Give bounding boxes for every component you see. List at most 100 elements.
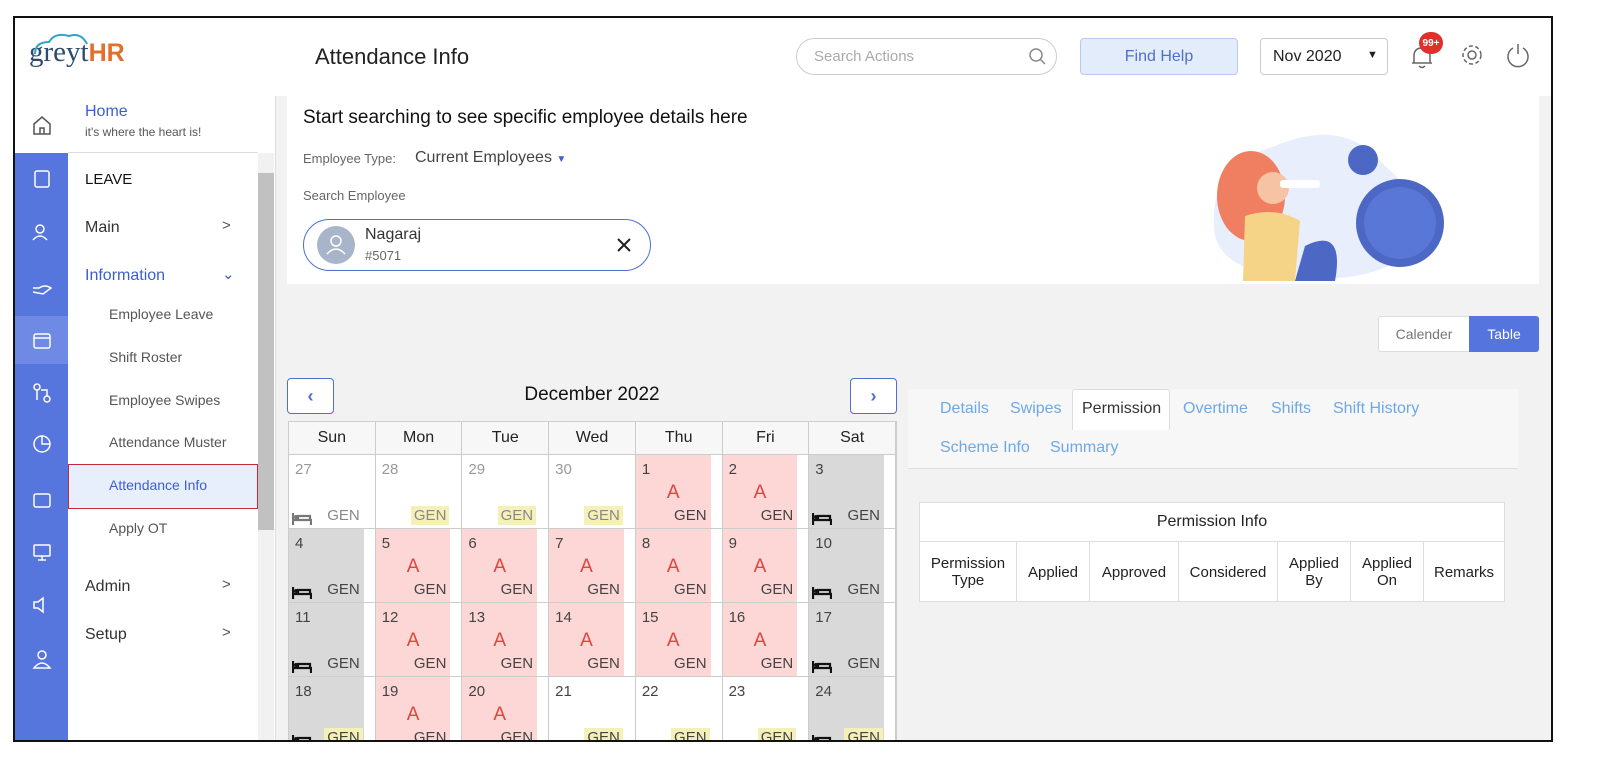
tab-active[interactable]: Permission	[1082, 400, 1162, 417]
tab[interactable]: Summary	[1050, 439, 1119, 456]
weekday-header: Wed	[549, 422, 636, 455]
shift: GEN	[413, 581, 447, 598]
wallet-icon[interactable]	[15, 475, 68, 523]
calendar-day[interactable]: 4 GEN	[289, 529, 376, 603]
tab[interactable]: Overtime	[1183, 400, 1248, 417]
calendar-day[interactable]: 20 A GEN	[462, 677, 550, 740]
logo[interactable]: greytHR	[29, 36, 125, 69]
calendar-day[interactable]: 13 A GEN	[462, 603, 550, 677]
calendar-day[interactable]: 6 A GEN	[462, 529, 550, 603]
flow-icon[interactable]	[15, 369, 68, 417]
menu-item[interactable]: Attendance Info	[109, 477, 208, 493]
calendar-day[interactable]: 11 GEN	[289, 603, 376, 677]
status: A	[666, 482, 680, 503]
employee-type-select[interactable]: Current Employees ▼	[415, 149, 566, 167]
calendar-day[interactable]: 16 A GEN	[722, 603, 810, 677]
menu-admin[interactable]: Admin	[85, 578, 131, 595]
calendar-day[interactable]: 23 GEN	[723, 677, 810, 740]
tab[interactable]: Swipes	[1010, 400, 1062, 417]
period-select[interactable]: Nov 2020 ▼	[1260, 38, 1388, 75]
menu-main[interactable]: Main	[85, 219, 120, 236]
day-number: 16	[728, 609, 746, 626]
leave-icon[interactable]	[15, 154, 68, 202]
calendar-view-button[interactable]: Calender	[1378, 316, 1470, 352]
tab[interactable]: Shifts	[1271, 400, 1312, 417]
settings-icon[interactable]	[1459, 42, 1485, 68]
menu-item[interactable]: Employee Leave	[109, 306, 214, 322]
status: A	[580, 630, 593, 651]
calendar-day[interactable]: 30 GEN	[549, 455, 636, 529]
shift: GEN	[674, 507, 707, 524]
calendar-day[interactable]: 27 GEN	[289, 455, 376, 529]
calendar-day[interactable]: 10 GEN	[809, 529, 896, 603]
calendar-day[interactable]: 8 A GEN	[635, 529, 723, 603]
calendar-day[interactable]: 1 A GEN	[635, 455, 723, 529]
tab[interactable]: Details	[940, 400, 989, 417]
day-number: 8	[641, 535, 651, 552]
day-number: 30	[555, 461, 572, 478]
calendar-day[interactable]: 15 A GEN	[635, 603, 723, 677]
home-icon[interactable]	[15, 96, 68, 153]
menu-item[interactable]: Attendance Muster	[109, 434, 227, 450]
table-view-button[interactable]: Table	[1469, 316, 1539, 352]
calendar-day[interactable]: 18 GEN	[289, 677, 376, 740]
hand-icon[interactable]	[15, 261, 68, 309]
report-icon[interactable]	[15, 420, 68, 468]
calendar-day[interactable]: 14 A GEN	[549, 603, 636, 677]
day-number: 18	[295, 683, 312, 700]
menu-setup[interactable]: Setup	[85, 626, 127, 643]
tab-panel	[908, 389, 1518, 469]
weekend-icon	[291, 585, 313, 599]
calendar-day[interactable]: 28 GEN	[375, 455, 463, 529]
day-fill	[722, 455, 798, 528]
next-month-button[interactable]: ›	[850, 378, 897, 414]
employee-chip[interactable]: Nagaraj #5071	[303, 219, 651, 271]
menu-information[interactable]: Information	[85, 267, 166, 284]
announce-icon[interactable]	[15, 581, 68, 629]
calendar-icon[interactable]	[15, 316, 68, 364]
home-link[interactable]: Home	[85, 103, 128, 120]
calendar-day[interactable]: 24 GEN	[809, 677, 896, 740]
menu-item[interactable]: Shift Roster	[109, 349, 183, 365]
find-help-button[interactable]: Find Help	[1080, 38, 1238, 75]
menu-item[interactable]: Apply OT	[109, 520, 168, 536]
calendar-day[interactable]: 7 A GEN	[549, 529, 636, 603]
status: A	[406, 630, 420, 651]
tab[interactable]: Shift History	[1333, 400, 1420, 417]
day-number: 2	[728, 461, 737, 478]
shift: GEN	[674, 581, 707, 598]
scroll-thumb[interactable]	[258, 173, 274, 530]
calendar-day[interactable]: 12 A GEN	[375, 603, 463, 677]
day-number: 19	[381, 683, 399, 700]
menu-item[interactable]: Employee Swipes	[109, 392, 221, 408]
profile-icon[interactable]	[15, 635, 68, 683]
calendar-day[interactable]: 22 GEN	[636, 677, 723, 740]
shift: GEN	[847, 655, 880, 672]
day-fill	[375, 677, 451, 740]
calendar-day[interactable]: 5 A GEN	[375, 529, 463, 603]
table-title: Permission Info	[919, 502, 1505, 542]
calendar-day[interactable]: 9 A GEN	[722, 529, 810, 603]
power-icon[interactable]	[1505, 42, 1531, 68]
search-actions[interactable]: Search Actions	[796, 38, 1057, 75]
search-icon	[1029, 48, 1046, 65]
monitor-icon[interactable]	[15, 528, 68, 576]
shift: GEN	[847, 581, 880, 598]
menu-item-selected[interactable]	[68, 464, 258, 509]
dropdown-caret: ▼	[1367, 49, 1378, 61]
shift: GEN	[584, 506, 623, 525]
calendar-day[interactable]: 3 GEN	[809, 455, 896, 529]
clear-button[interactable]	[617, 238, 631, 252]
scrollbar[interactable]	[258, 153, 274, 740]
shift: GEN	[413, 729, 447, 742]
status: A	[493, 630, 507, 651]
people-icon[interactable]	[15, 208, 68, 256]
calendar-day[interactable]: 2 A GEN	[722, 455, 810, 529]
calendar-day[interactable]: 17 GEN	[809, 603, 896, 677]
shift: GEN	[500, 581, 534, 598]
calendar-day[interactable]: 19 A GEN	[375, 677, 463, 742]
calendar-day[interactable]: 29 GEN	[462, 455, 550, 529]
calendar-day[interactable]: 21 GEN	[549, 677, 636, 740]
tab[interactable]: Scheme Info	[940, 439, 1030, 456]
prev-month-button[interactable]: ‹	[287, 378, 334, 414]
